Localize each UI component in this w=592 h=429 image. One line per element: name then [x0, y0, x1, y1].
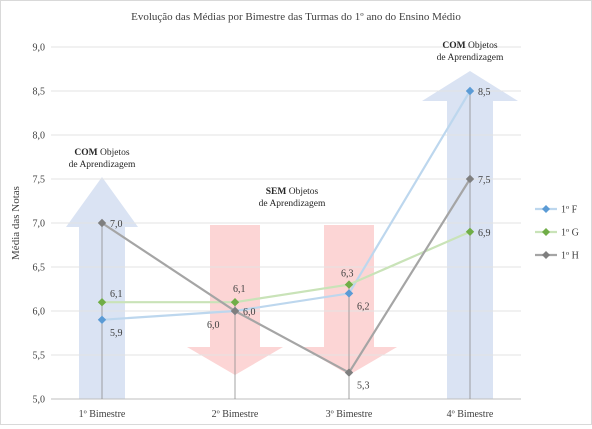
legend-label: 1º G [561, 228, 579, 239]
data-point [465, 227, 475, 236]
x-axis-ticks: 1º Bimestre 2º Bimestre 3º Bimestre 4º Bime… [79, 409, 494, 420]
data-point [344, 280, 354, 289]
data-label: 6,0 [207, 320, 220, 331]
legend-marker [542, 251, 550, 259]
data-label: 5,3 [357, 381, 370, 392]
y-tick-label: 7,0 [33, 219, 46, 230]
data-label: 7,0 [110, 219, 123, 230]
y-axis-label: Média das Notas [10, 186, 22, 260]
series-line-2 [102, 230, 471, 304]
series-line-3 [101, 178, 471, 375]
data-point [230, 298, 240, 307]
legend-marker [542, 205, 550, 213]
annotation-com4-line1: COM Objetos [442, 41, 497, 51]
legend-label: 1º H [561, 251, 579, 262]
y-tick-label: 6,0 [33, 307, 46, 318]
data-label: 6,3 [341, 269, 354, 280]
y-tick-label: 7,5 [33, 175, 46, 186]
y-tick-label: 9,0 [33, 43, 46, 54]
data-point [344, 368, 354, 377]
data-point [230, 306, 240, 316]
legend-label: 1º F [561, 205, 578, 216]
series-line-1 [101, 90, 471, 321]
y-tick-label: 5,0 [33, 395, 46, 406]
x-tick-label: 1º Bimestre [79, 409, 126, 420]
y-tick-label: 6,5 [33, 263, 46, 274]
legend-marker [542, 228, 550, 236]
data-label: 6,1 [110, 289, 123, 300]
data-label: 6,0 [243, 307, 256, 318]
legend: 1º F 1º G 1º H [535, 205, 579, 262]
annotation-sem-line2: de Aprendizagem [259, 199, 326, 209]
data-point [465, 86, 475, 96]
data-point [344, 289, 354, 298]
y-tick-label: 8,5 [33, 87, 46, 98]
data-point [97, 315, 107, 324]
chart-title: Evolução das Médias por Bimestre das Tur… [131, 11, 461, 23]
x-tick-label: 4º Bimestre [447, 409, 494, 420]
series-points [97, 86, 475, 377]
data-label: 6,1 [233, 284, 246, 295]
y-tick-label: 8,0 [33, 131, 46, 142]
annotation-texts: COM Objetos de Aprendizagem SEM Objetos de … [69, 41, 504, 209]
arrow-annotations [66, 71, 518, 399]
annotation-com4-line2: de Aprendizagem [437, 53, 504, 63]
data-labels: 5,9 6,0 6,2 8,5 6,1 6,1 6,3 6,9 7,0 6,0 5,3 7,5 [110, 87, 491, 392]
data-point [97, 218, 107, 228]
data-label: 8,5 [478, 87, 491, 98]
annotation-com1-line1: COM Objetos [74, 148, 129, 158]
data-label: 6,9 [478, 228, 491, 239]
y-axis-ticks: 5,0 5,5 6,0 6,5 7,0 7,5 8,0 8,5 9,0 [33, 43, 46, 406]
x-tick-label: 3º Bimestre [326, 409, 373, 420]
annotation-sem-line1: SEM Objetos [266, 187, 319, 197]
x-tick-label: 2º Bimestre [212, 409, 259, 420]
y-tick-label: 5,5 [33, 351, 46, 362]
data-point [465, 174, 475, 184]
annotation-com1-line2: de Aprendizagem [69, 160, 136, 170]
data-label: 6,2 [357, 301, 370, 312]
data-point [97, 298, 107, 307]
data-label: 5,9 [110, 328, 123, 339]
data-label: 7,5 [478, 175, 491, 186]
series-lines [101, 90, 471, 375]
